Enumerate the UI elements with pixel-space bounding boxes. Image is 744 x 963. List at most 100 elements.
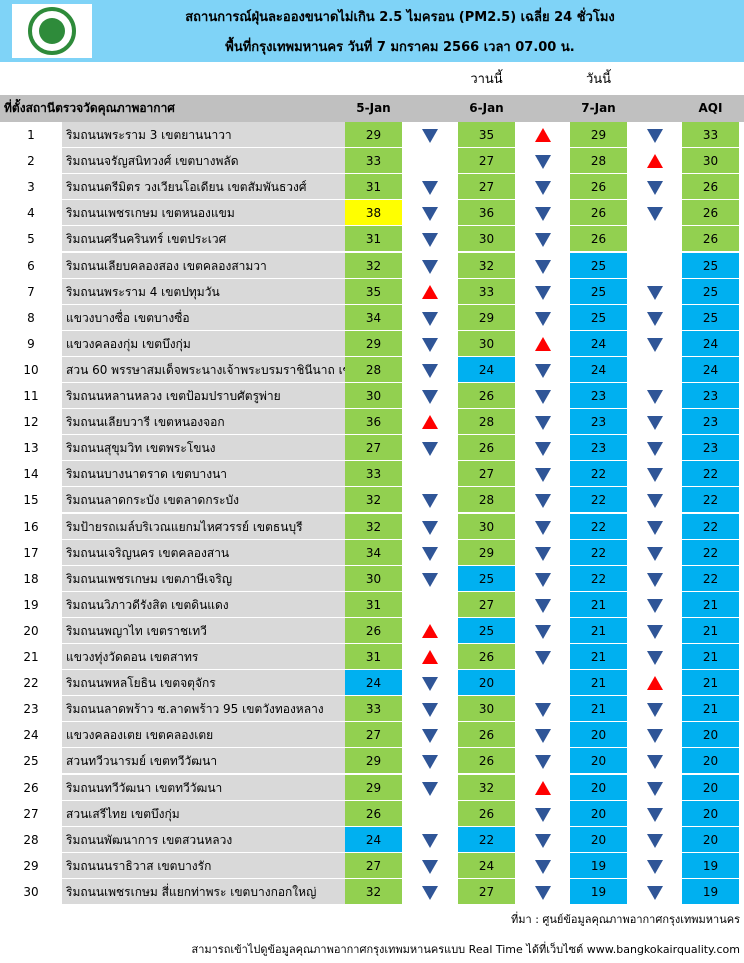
trend-arrow <box>402 566 458 592</box>
trend-arrow <box>515 592 571 618</box>
arrow-icon <box>647 494 663 509</box>
pm25-value: 27 <box>345 722 402 749</box>
arrow-icon <box>422 233 438 248</box>
pm25-value: 21 <box>570 696 627 723</box>
logo-box <box>12 4 92 58</box>
pm25-value: 30 <box>458 226 515 253</box>
pm25-value: 28 <box>458 409 515 436</box>
pm25-value: 22 <box>570 539 627 566</box>
arrow-icon <box>422 207 438 222</box>
arrow-icon <box>647 181 663 196</box>
pm25-value: 23 <box>682 409 739 436</box>
pm25-value: 25 <box>570 252 627 279</box>
arrow-icon <box>535 207 551 222</box>
pm25-value: 22 <box>458 826 515 853</box>
station: ริมป้ายรถเมล์บริเวณแยกมไหศวรรย์ เขตธนบุร… <box>62 513 345 540</box>
trend-arrow <box>627 775 683 801</box>
row-number: 7 <box>0 279 62 305</box>
pm25-value: 19 <box>570 852 627 879</box>
trend-arrow <box>627 801 683 827</box>
pm25-value: 29 <box>345 122 402 148</box>
trend-arrow <box>627 331 683 357</box>
row-number: 10 <box>0 357 62 383</box>
pm25-value: 34 <box>345 539 402 566</box>
pm25-value: 26 <box>458 722 515 749</box>
trend-arrow <box>402 226 458 252</box>
station: ริมถนนพหลโยธิน เขตจตุจักร <box>62 670 345 697</box>
arrow-icon <box>535 390 551 404</box>
station: ริมถนนเจริญนคร เขตคลองสาน <box>62 539 345 566</box>
pm25-value: 26 <box>458 644 515 670</box>
trend-arrow <box>627 200 683 226</box>
pm25-value: 26 <box>682 200 739 227</box>
row-number: 28 <box>0 827 62 853</box>
trend-arrow <box>402 644 458 670</box>
arrow-icon <box>535 624 551 639</box>
row-number: 20 <box>0 618 62 644</box>
trend-arrow <box>627 827 683 853</box>
arrow-icon <box>535 285 551 300</box>
trend-arrow <box>515 122 571 148</box>
trend-arrow <box>627 279 683 305</box>
station: ริมถนนหลานหลวง เขตป้อมปราบศัตรูพ่าย <box>62 383 345 409</box>
trend-arrow <box>402 540 458 566</box>
pm25-value: 20 <box>570 800 627 827</box>
pm25-value: 20 <box>570 774 627 801</box>
pm25-value: 32 <box>458 774 515 801</box>
row-number: 4 <box>0 200 62 227</box>
arrow-icon <box>647 859 663 874</box>
arrow-icon <box>647 885 663 900</box>
arrow-icon <box>422 703 438 718</box>
arrow-icon <box>647 285 663 300</box>
pm25-value: 25 <box>570 304 627 331</box>
arrow-icon <box>535 155 551 170</box>
arrow-icon <box>647 624 663 639</box>
arrow-icon <box>647 833 663 848</box>
pm25-value: 22 <box>570 565 627 592</box>
trend-arrow <box>515 435 571 461</box>
pm25-value: 22 <box>682 461 739 488</box>
station: ริมถนนเพชรเกษม เขตหนองแขม <box>62 200 345 227</box>
trend-arrow <box>627 618 683 644</box>
arrow-icon <box>535 336 551 351</box>
pm25-value: 24 <box>458 852 515 879</box>
pm25-value: 21 <box>682 644 739 670</box>
arrow-icon <box>422 623 438 638</box>
trend-arrow <box>515 226 571 252</box>
website: สามารถเข้าไปดูข้อมูลคุณภาพอากาศกรุงเทพมห… <box>191 943 740 956</box>
arrow-icon <box>422 129 438 143</box>
row-number: 3 <box>0 174 62 201</box>
arrow-icon <box>535 468 551 483</box>
pm25-value: 29 <box>345 748 402 775</box>
trend-arrow <box>515 357 571 383</box>
pm25-value: 25 <box>458 617 515 644</box>
yesterday-label: วานนี้ <box>470 72 503 87</box>
pm25-value: 21 <box>570 617 627 644</box>
trend-arrow <box>402 253 458 279</box>
arrow-icon <box>647 520 663 535</box>
trend-arrow <box>402 879 458 905</box>
pm25-value: 35 <box>345 278 402 305</box>
pm25-value: 33 <box>682 122 739 148</box>
station: ริมถนนลาดพร้าว ซ.ลาดพร้าว 95 เขตวังทองหล… <box>62 696 345 723</box>
trend-arrow <box>402 409 458 435</box>
pm25-value: 29 <box>458 539 515 566</box>
trend-arrow <box>627 748 683 774</box>
trend-arrow <box>627 644 683 670</box>
trend-arrow <box>402 670 458 696</box>
pm25-value: 23 <box>570 383 627 409</box>
pm25-value: 31 <box>345 644 402 670</box>
arrow-icon <box>647 781 663 796</box>
pm25-value: 33 <box>345 696 402 723</box>
column-header-band <box>0 95 744 122</box>
column-header: ที่ตั้งสถานีตรวจวัดคุณภาพอากาศ <box>4 101 175 115</box>
pm25-value: 30 <box>458 513 515 540</box>
arrow-icon <box>647 572 663 587</box>
pm25-value: 31 <box>345 226 402 253</box>
arrow-icon <box>422 885 438 900</box>
arrow-icon <box>535 780 551 795</box>
trend-arrow <box>515 540 571 566</box>
pm25-value: 32 <box>345 252 402 279</box>
pm25-value: 27 <box>458 174 515 201</box>
